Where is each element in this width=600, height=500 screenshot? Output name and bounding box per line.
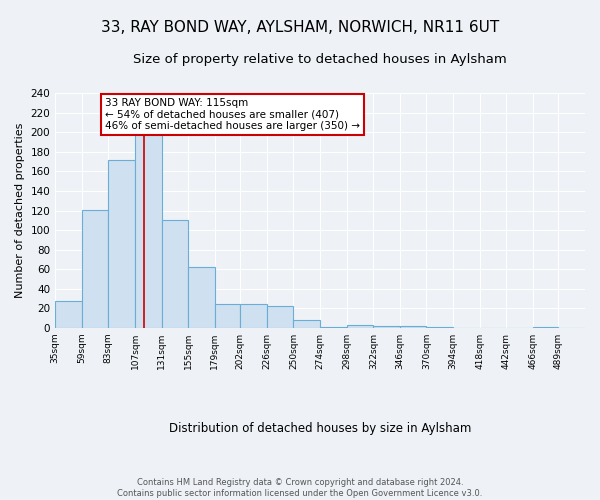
Bar — [427, 327, 453, 328]
Bar — [373, 326, 400, 328]
Bar — [161, 220, 188, 328]
Bar — [215, 304, 240, 328]
Text: Contains HM Land Registry data © Crown copyright and database right 2024.
Contai: Contains HM Land Registry data © Crown c… — [118, 478, 482, 498]
Y-axis label: Number of detached properties: Number of detached properties — [15, 123, 25, 298]
Title: Size of property relative to detached houses in Aylsham: Size of property relative to detached ho… — [133, 52, 507, 66]
Bar — [55, 300, 82, 328]
Bar — [82, 210, 109, 328]
Bar — [320, 327, 347, 328]
Text: 33 RAY BOND WAY: 115sqm
← 54% of detached houses are smaller (407)
46% of semi-d: 33 RAY BOND WAY: 115sqm ← 54% of detache… — [105, 98, 360, 131]
X-axis label: Distribution of detached houses by size in Aylsham: Distribution of detached houses by size … — [169, 422, 471, 435]
Bar — [240, 304, 267, 328]
Bar — [188, 268, 215, 328]
Bar — [267, 306, 293, 328]
Text: 33, RAY BOND WAY, AYLSHAM, NORWICH, NR11 6UT: 33, RAY BOND WAY, AYLSHAM, NORWICH, NR11… — [101, 20, 499, 35]
Bar — [135, 132, 161, 328]
Bar — [533, 327, 559, 328]
Bar — [293, 320, 320, 328]
Bar — [109, 160, 135, 328]
Bar — [400, 326, 427, 328]
Bar — [347, 325, 373, 328]
